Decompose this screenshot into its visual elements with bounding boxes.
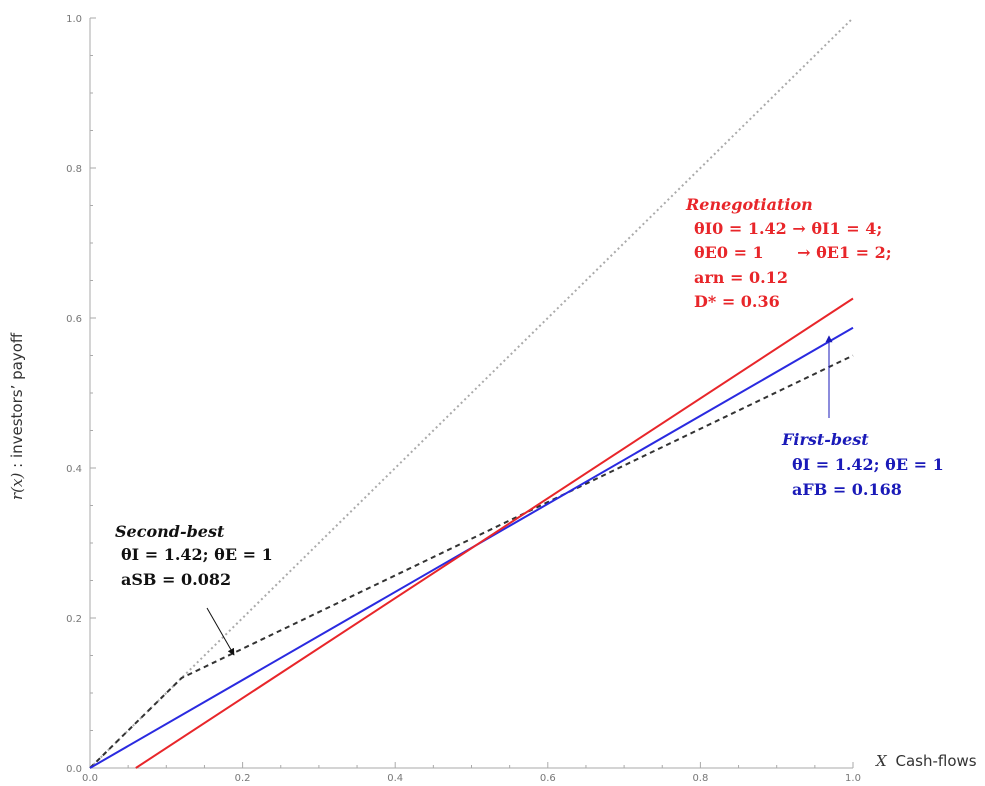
x-axis-variable: X: [875, 752, 888, 770]
y-tick-label: 0.8: [66, 164, 82, 175]
x-axis-title: X Cash-flows: [875, 752, 977, 770]
y-axis-title: r(x) : investors’ payoff: [8, 332, 26, 500]
y-axis-variable: r(x): [8, 473, 26, 500]
x-tick-label: 0.2: [235, 773, 251, 784]
series-second-best: [89, 354, 854, 769]
y-tick-label: 0.4: [66, 464, 82, 475]
x-axis-text: Cash-flows: [895, 752, 976, 770]
renegotiation-annotation: Renegotiation θI0 = 1.42 → θI1 = 4; θE0 …: [685, 195, 892, 311]
y-axis-text: : investors’ payoff: [8, 332, 26, 468]
series-layer: [89, 17, 854, 769]
second-best-line-1: θI = 1.42; θE = 1: [121, 545, 273, 564]
y-tick-label: 1.0: [66, 14, 82, 25]
first-best-line-1: θI = 1.42; θE = 1: [792, 455, 944, 474]
x-tick-label: 1.0: [845, 773, 861, 784]
second-best-title: Second-best: [115, 522, 225, 541]
first-best-annotation: First-best θI = 1.42; θE = 1 aFB = 0.168: [781, 335, 944, 499]
x-tick-label: 0.4: [387, 773, 403, 784]
second-best-annotation: Second-best θI = 1.42; θE = 1 aSB = 0.08…: [115, 522, 273, 656]
renegotiation-line-2: θE0 = 1 → θE1 = 2;: [694, 243, 892, 262]
series-renegotiation: [135, 297, 854, 769]
renegotiation-line-3: arn = 0.12: [694, 268, 788, 287]
y-tick-label: 0.6: [66, 314, 82, 325]
renegotiation-line-1: θI0 = 1.42 → θI1 = 4;: [694, 219, 882, 238]
second-best-line-2: aSB = 0.082: [121, 570, 231, 589]
renegotiation-title: Renegotiation: [685, 195, 813, 214]
first-best-line-2: aFB = 0.168: [792, 480, 902, 499]
x-tick-label: 0.6: [540, 773, 556, 784]
first-best-title: First-best: [781, 430, 869, 449]
x-tick-label: 0.8: [692, 773, 708, 784]
x-tick-label: 0.0: [82, 773, 98, 784]
renegotiation-line-4: D* = 0.36: [694, 292, 780, 311]
y-tick-label: 0.2: [66, 614, 82, 625]
second-best-arrow: [206, 607, 235, 656]
ticks: 0.0 0.2 0.4 0.6 0.8 1.0 0.0 0.2 0.4 0.6 0.8 1.0: [66, 14, 861, 784]
series-diagonal: [89, 17, 854, 769]
y-tick-label: 0.0: [66, 764, 82, 775]
